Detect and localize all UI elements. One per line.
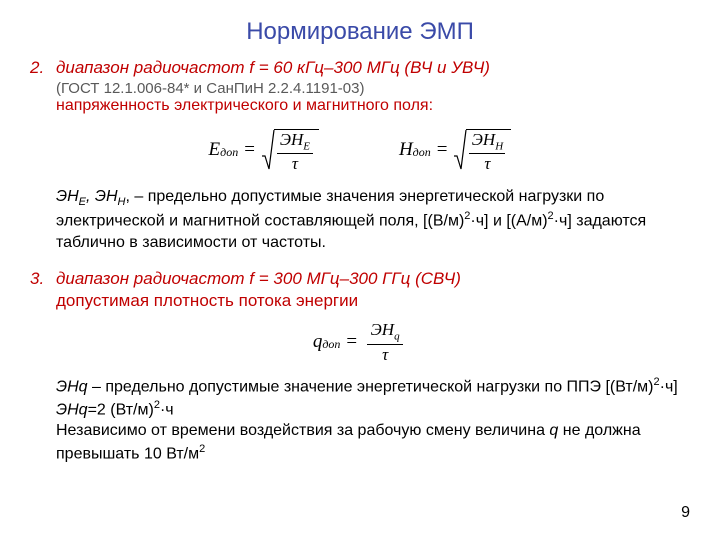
- para1-mid: , ЭН: [86, 188, 118, 205]
- gost-ref: (ГОСТ 12.1.006-84* и СанПиН 2.2.4.1191-0…: [56, 80, 690, 97]
- para2-c: ·ч]: [660, 378, 678, 395]
- para1-text2: ·ч] и [(А/м): [470, 213, 547, 230]
- para2-b: – предельно допустимые значение энергети…: [88, 378, 654, 395]
- fraction-q: ЭНq τ: [363, 321, 407, 362]
- formula-e-lhs: E: [209, 139, 221, 161]
- paragraph-1: ЭНE, ЭНH, – предельно допустимые значени…: [56, 187, 680, 253]
- frac-h-den: τ: [484, 154, 490, 172]
- formula-e-sub: доп: [220, 145, 238, 160]
- frac-h-num-sub: H: [495, 140, 503, 152]
- para1-sub2: H: [118, 196, 126, 208]
- page-title: Нормирование ЭМП: [30, 18, 690, 46]
- para1-sub1: E: [79, 196, 86, 208]
- fraction-h: ЭНH τ: [469, 131, 505, 172]
- list-heading-2: диапазон радиочастот f = 60 кГц–300 МГц …: [56, 58, 490, 78]
- formula-row-1: E доп = ЭНE τ H доп =: [30, 129, 690, 171]
- subline-3: допустимая плотность потока энергии: [56, 291, 690, 311]
- list-number-2: 2.: [30, 58, 56, 78]
- slide: Нормирование ЭМП 2. диапазон радиочастот…: [0, 0, 720, 540]
- para2-sup3: 2: [199, 443, 205, 455]
- para2-f: ·ч: [160, 401, 174, 418]
- formula-h-lhs: H: [399, 139, 413, 161]
- frac-q-den: τ: [382, 345, 388, 363]
- para2-d: ЭНq: [56, 401, 88, 418]
- list-heading-3: диапазон радиочастот f = 300 МГц–300 ГГц…: [56, 269, 461, 289]
- frac-q-num-sub: q: [394, 331, 400, 343]
- equals-icon: =: [437, 139, 448, 161]
- frac-e-den: τ: [292, 154, 298, 172]
- sqrt-icon: ЭНE τ: [261, 129, 319, 171]
- subline-2: напряженность электрического и магнитног…: [56, 97, 690, 115]
- formula-h-sub: доп: [413, 145, 431, 160]
- para2-g: Независимо от времени воздействия за раб…: [56, 422, 549, 439]
- list-item-2: 2. диапазон радиочастот f = 60 кГц–300 М…: [30, 58, 690, 78]
- equals-icon: =: [244, 139, 255, 161]
- para2-e: =2 (Вт/м): [88, 401, 154, 418]
- formula-q: q доп = ЭНq τ: [313, 321, 407, 362]
- formula-q-lhs: q: [313, 331, 323, 353]
- paragraph-2: ЭНq – предельно допустимые значение энер…: [56, 375, 680, 465]
- para2-h: q: [549, 422, 558, 439]
- list-item-3: 3. диапазон радиочастот f = 300 МГц–300 …: [30, 269, 690, 289]
- list-number-3: 3.: [30, 269, 56, 289]
- formula-row-2: q доп = ЭНq τ: [30, 321, 690, 362]
- frac-e-num-sub: E: [303, 140, 310, 152]
- sqrt-icon: ЭНH τ: [453, 129, 511, 171]
- frac-e-num-pref: ЭН: [280, 130, 303, 149]
- equals-icon: =: [346, 331, 357, 353]
- frac-h-num-pref: ЭН: [472, 130, 495, 149]
- para2-a: ЭНq: [56, 378, 88, 395]
- para1-pref: ЭН: [56, 188, 79, 205]
- fraction-e: ЭНE τ: [277, 131, 313, 172]
- formula-h: H доп = ЭНH τ: [399, 129, 512, 171]
- formula-e: E доп = ЭНE τ: [209, 129, 319, 171]
- page-number: 9: [681, 504, 690, 522]
- frac-q-num-pref: ЭН: [371, 320, 394, 339]
- formula-q-sub: доп: [322, 337, 340, 352]
